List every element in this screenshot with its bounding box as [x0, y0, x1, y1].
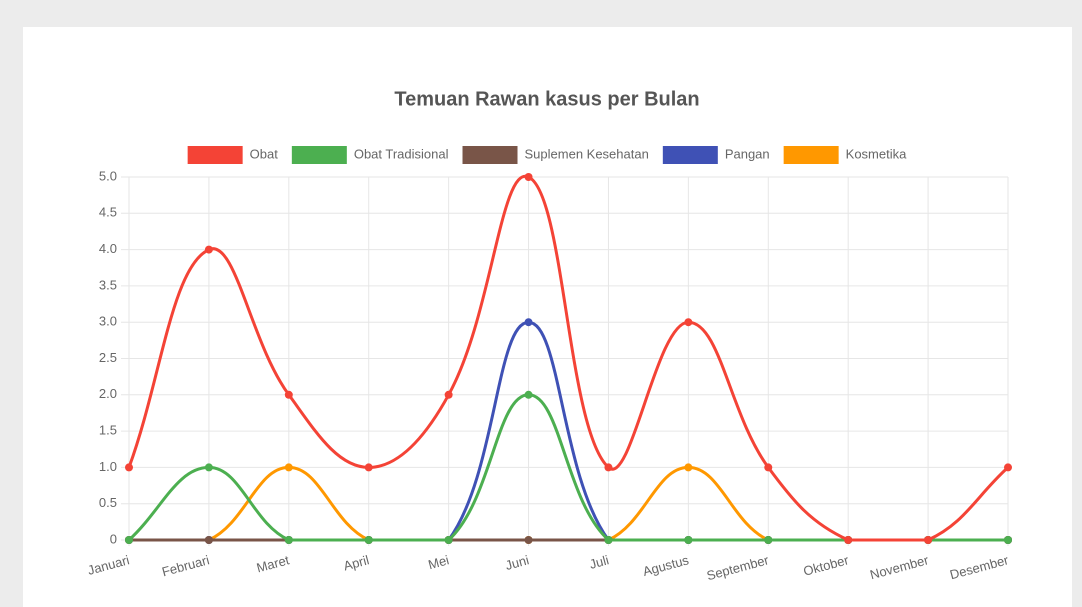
data-point	[764, 463, 773, 472]
data-point	[684, 318, 693, 327]
data-point	[1004, 463, 1012, 472]
data-point	[284, 390, 293, 399]
data-point	[204, 536, 213, 544]
x-tick-label: April	[342, 552, 371, 573]
data-point	[284, 536, 293, 544]
y-tick-label: 3.5	[99, 277, 117, 292]
data-point	[684, 463, 693, 472]
legend-label: Obat Tradisional	[354, 146, 449, 161]
legend-label: Pangan	[725, 146, 770, 161]
data-point	[284, 463, 293, 472]
data-point	[524, 390, 533, 399]
x-tick-label: Maret	[255, 552, 291, 575]
x-tick-label: Mei	[427, 552, 451, 572]
data-point	[764, 536, 773, 544]
data-point	[125, 463, 133, 472]
data-point	[444, 390, 453, 399]
x-tick-label: Januari	[86, 552, 131, 578]
y-tick-label: 1.0	[99, 459, 117, 474]
data-point	[1004, 536, 1012, 544]
legend-label: Kosmetika	[846, 146, 907, 161]
y-tick-label: 5.0	[99, 168, 117, 183]
legend-swatch	[662, 146, 718, 164]
data-point	[204, 463, 213, 472]
y-tick-label: 2.0	[99, 386, 117, 401]
data-point	[444, 536, 453, 544]
data-point	[924, 536, 933, 544]
y-tick-label: 0.5	[99, 495, 117, 510]
legend-label: Obat	[250, 146, 279, 161]
data-point	[604, 536, 613, 544]
x-tick-label: September	[705, 552, 771, 583]
data-point	[844, 536, 853, 544]
y-tick-label: 2.5	[99, 350, 117, 365]
legend-swatch	[187, 146, 243, 164]
data-point	[204, 245, 213, 254]
data-point	[364, 463, 373, 472]
x-tick-label: Juli	[588, 552, 611, 572]
y-tick-label: 0	[110, 531, 117, 546]
data-point	[524, 318, 533, 327]
data-point	[524, 173, 533, 181]
data-point	[364, 536, 373, 544]
legend-label: Suplemen Kesehatan	[525, 146, 649, 161]
legend-swatch	[462, 146, 518, 164]
data-point	[684, 536, 693, 544]
x-tick-label: Juni	[504, 552, 531, 573]
data-point	[125, 536, 133, 544]
y-tick-label: 1.5	[99, 423, 117, 438]
data-point	[524, 536, 533, 544]
x-tick-label: Desember	[948, 552, 1010, 582]
x-tick-label: November	[868, 552, 930, 582]
legend-swatch	[291, 146, 347, 164]
x-tick-label: Oktober	[802, 552, 851, 579]
x-tick-label: Februari	[160, 552, 211, 579]
series-line	[127, 174, 1010, 542]
chart-title: Temuan Rawan kasus per Bulan	[394, 88, 699, 110]
x-tick-label: Agustus	[641, 552, 691, 579]
legend-swatch	[783, 146, 839, 164]
y-tick-label: 4.0	[99, 241, 117, 256]
data-point	[604, 463, 613, 472]
y-tick-label: 4.5	[99, 205, 117, 220]
card	[23, 27, 1072, 607]
y-tick-label: 3.0	[99, 314, 117, 329]
legend: Obat Obat Tradisional Suplemen Kesehatan Pa…	[187, 146, 907, 164]
